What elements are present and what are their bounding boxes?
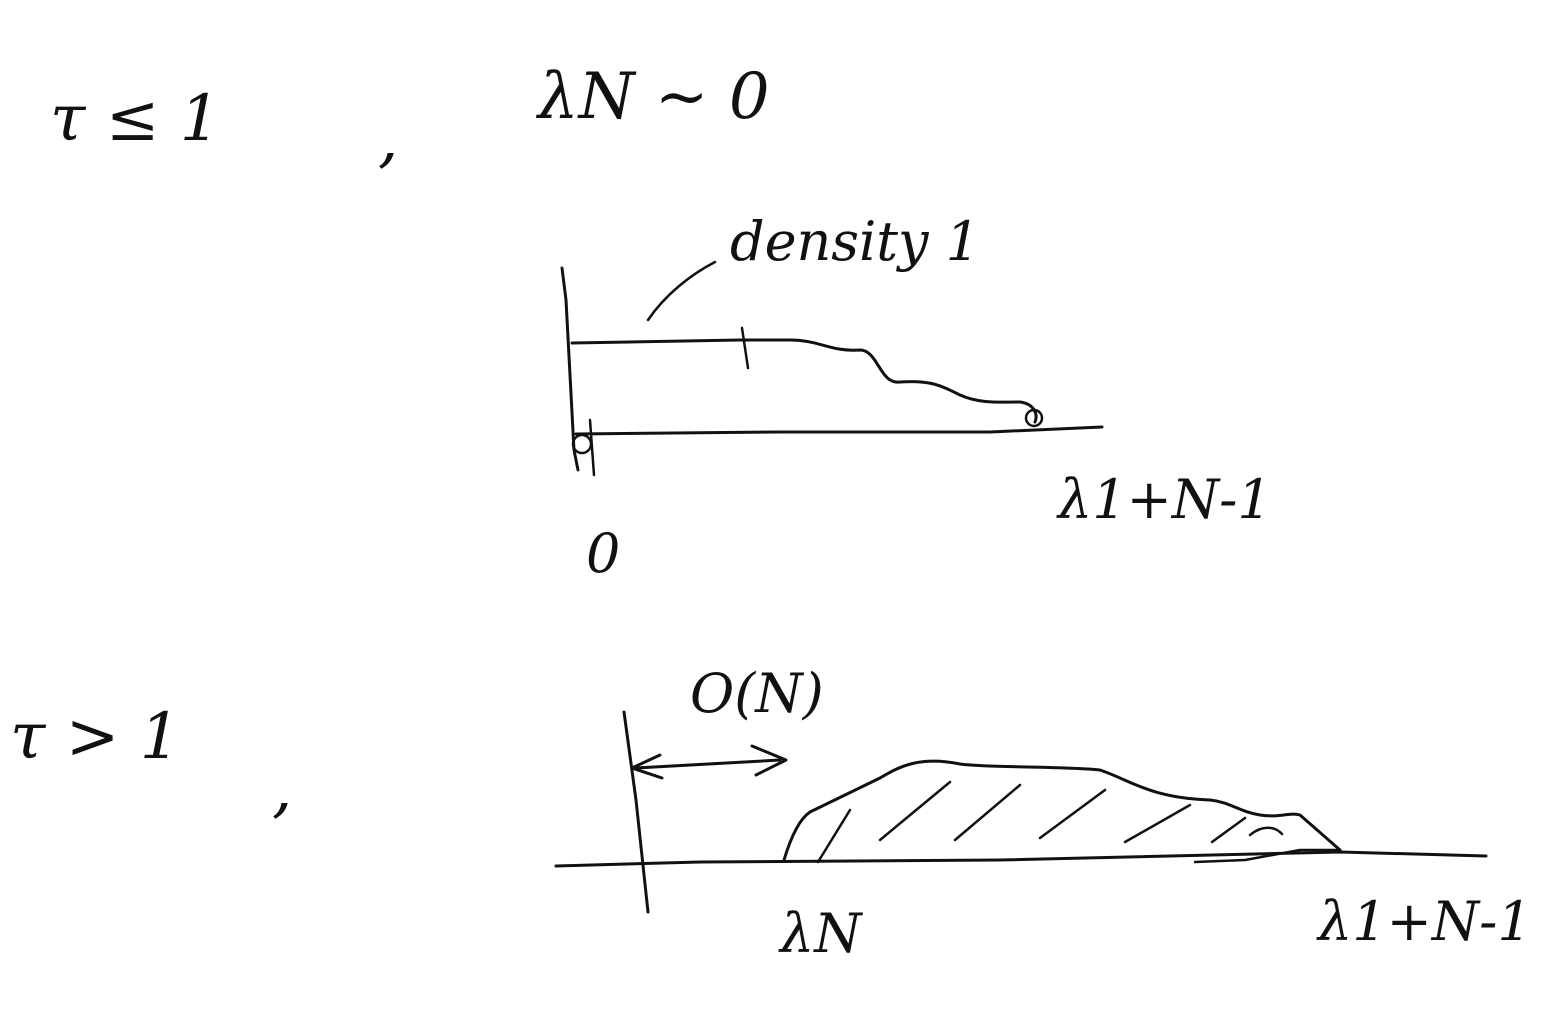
bottom-right-end-label: λ1+N-1	[1316, 890, 1532, 953]
bottom-hatch-1	[816, 808, 852, 864]
bottom-panel: τ > 1 , O(N) λN λ1+N-1	[10, 662, 1532, 965]
top-unit-tick	[740, 326, 750, 370]
bottom-gap-arrow-left-head	[630, 753, 664, 780]
bottom-density-blob	[782, 759, 1342, 862]
top-vertical-axis	[560, 266, 580, 472]
top-panel: τ ≤ 1 , λN ~ 0 density 1 0 λ1+N-1	[50, 60, 1272, 585]
top-density-pointer	[646, 260, 717, 322]
bottom-condition: τ > 1	[10, 700, 180, 774]
bottom-gap-arrow-right-head	[750, 744, 788, 777]
top-density-label: density 1	[730, 210, 980, 273]
top-right-end-marker	[1024, 408, 1044, 428]
bottom-separator: ,	[272, 752, 292, 826]
top-right-end-label: λ1+N-1	[1056, 468, 1272, 531]
top-baseline	[574, 425, 1104, 436]
bottom-left-end-label: λN	[778, 902, 863, 965]
top-origin-label: 0	[586, 522, 620, 585]
bottom-baseline	[554, 850, 1488, 868]
bottom-right-lip	[1193, 848, 1342, 864]
bottom-gap-arrow	[634, 758, 782, 770]
bottom-hatch-3	[953, 783, 1022, 842]
top-origin-marker	[571, 433, 593, 455]
bottom-hatch-5	[1123, 803, 1192, 844]
bottom-hatch-2	[878, 780, 952, 842]
bottom-vertical-axis	[622, 710, 650, 914]
top-statement: λN ~ 0	[535, 60, 770, 134]
top-condition: τ ≤ 1	[50, 82, 220, 156]
bottom-hatch-4	[1038, 788, 1107, 840]
bottom-hatch-7	[1248, 826, 1284, 837]
top-axis-tick	[588, 418, 596, 477]
top-density-curve	[570, 338, 1038, 424]
bottom-hatch-6	[1210, 816, 1247, 844]
bottom-gap-label: O(N)	[690, 662, 824, 725]
top-separator: ,	[378, 102, 398, 176]
